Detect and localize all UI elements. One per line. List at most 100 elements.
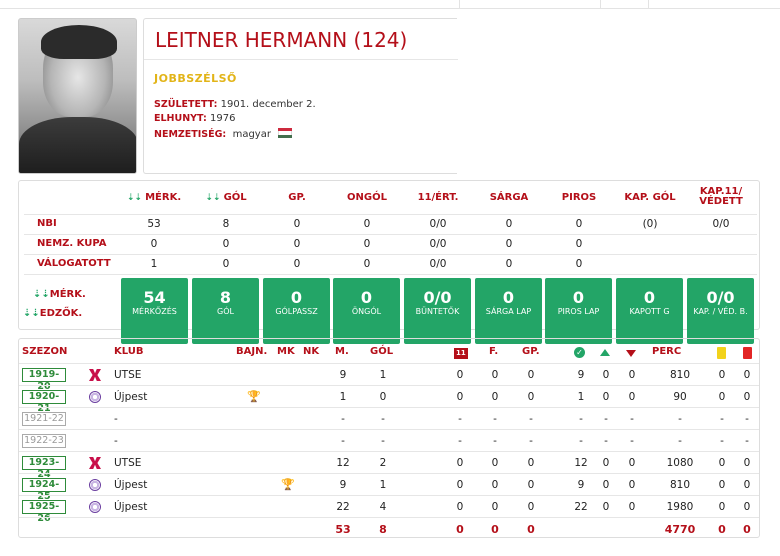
summary-box-6: 0 SÁRGA LAP xyxy=(475,278,542,344)
trophy-icon: 🏆 xyxy=(281,478,295,491)
stat-cell: - xyxy=(630,435,634,447)
header-gol[interactable]: GÓL xyxy=(370,346,394,357)
stats-header-label: KAP. GÓL xyxy=(624,192,676,203)
ujpest-logo-icon xyxy=(89,479,101,491)
season-row[interactable]: 1922-23 - - - - - - - - - - - - xyxy=(19,429,759,451)
stats-row-label: NBI xyxy=(37,218,57,229)
header-club[interactable]: KLUB xyxy=(114,346,144,357)
minutes-cell: 90 xyxy=(673,391,687,403)
stats-cell: (0) xyxy=(642,218,658,230)
stats-cell: 0 xyxy=(222,238,230,250)
stats-header-label: KAP.11/ VÉDETT xyxy=(699,186,743,207)
stats-header-2[interactable]: ⇣⇣ GÓL xyxy=(191,192,261,204)
header-gp[interactable]: GP. xyxy=(522,346,540,357)
stat-cell: 0 xyxy=(628,457,636,469)
goals-cell: 1 xyxy=(379,369,387,381)
club-name[interactable]: UTSE xyxy=(114,369,142,381)
summary-box-label: GÓL xyxy=(217,307,234,316)
total-cards: 0 xyxy=(718,523,726,536)
header-m[interactable]: M. xyxy=(335,346,349,357)
sort-icon[interactable]: ⇣⇣ xyxy=(205,193,224,203)
sort-icon[interactable]: ⇣⇣ xyxy=(33,289,50,300)
season-row[interactable]: 1924-25 Újpest 🏆 9 1 0 0 0 9 0 0 810 0 0 xyxy=(19,473,759,502)
season-table: SZEZON KLUB BAJN. MK NK M. GÓL 11 F. GP. ✓ PERC 1919… xyxy=(18,338,760,538)
stat-cell: 0 xyxy=(628,479,636,491)
summary-box-value: 8 xyxy=(219,288,232,307)
sort-icon[interactable]: ⇣⇣ xyxy=(23,308,40,319)
card-cell: 0 xyxy=(743,479,751,491)
photo-hair xyxy=(41,25,117,59)
club-name[interactable]: - xyxy=(114,413,118,425)
ujpest-logo-icon xyxy=(89,501,101,513)
stats-header-label[interactable]: MÉRK. xyxy=(145,192,182,203)
stat-cell: 0 xyxy=(602,479,610,491)
season-row[interactable]: 1919-20 UTSE 9 1 0 0 0 9 0 0 810 0 0 xyxy=(19,363,759,392)
season-badge[interactable]: 1920-21 xyxy=(22,390,66,414)
sort-icon[interactable]: ⇣⇣ xyxy=(126,193,146,203)
summary-box-label: GÓLPASSZ xyxy=(275,307,318,316)
total-stat: 0 xyxy=(491,523,499,536)
season-badge[interactable]: 1925-26 xyxy=(22,500,66,524)
stats-cell: 0 xyxy=(363,238,371,250)
minutes-cell: 1080 xyxy=(666,457,694,469)
stats-cell: 0 xyxy=(505,218,513,230)
stats-cell: 0/0 xyxy=(429,218,447,230)
matches-cell: - xyxy=(341,435,345,447)
stats-header-label: PIROS xyxy=(561,192,597,203)
sort-by-coaches[interactable]: ⇣⇣EDZŐK. xyxy=(23,308,82,319)
summary-box-label: KAP. / VÉD. B. xyxy=(693,307,748,316)
club-name[interactable]: Újpest xyxy=(114,479,148,491)
header-nk[interactable]: NK xyxy=(303,346,320,357)
total-stat: 0 xyxy=(527,523,535,536)
season-badge[interactable]: 1922-23 xyxy=(22,434,66,448)
sort-by-matches[interactable]: ⇣⇣MÉRK. xyxy=(33,289,86,300)
header-mk[interactable]: MK xyxy=(277,346,295,357)
sub-in-icon xyxy=(600,349,610,356)
stats-cell: 8 xyxy=(222,218,230,230)
nationality-label: NEMZETISÉG: xyxy=(154,129,227,140)
card-cell: 0 xyxy=(718,369,726,381)
summary-box-2: 8 GÓL xyxy=(192,278,259,344)
born-value: 1901. december 2. xyxy=(220,99,316,110)
season-row[interactable]: 1921-22 - - - - - - - - - - - - xyxy=(19,407,759,429)
card-cell: 0 xyxy=(743,457,751,469)
stat-cell: 0 xyxy=(491,457,499,469)
header-perc[interactable]: PERC xyxy=(652,346,682,357)
header-bajn[interactable]: BAJN. xyxy=(236,346,268,357)
stats-cell: 0 xyxy=(363,258,371,270)
stats-header-label[interactable]: GÓL xyxy=(223,192,247,203)
stat-cell: - xyxy=(579,413,583,425)
card-cell: 0 xyxy=(743,501,751,513)
row-divider xyxy=(24,274,757,275)
club-name[interactable]: UTSE xyxy=(114,457,142,469)
row-divider xyxy=(24,254,757,255)
club-name[interactable]: - xyxy=(114,435,118,447)
stats-header-1[interactable]: ⇣⇣ MÉRK. xyxy=(119,192,189,204)
summary-box-7: 0 PIROS LAP xyxy=(545,278,612,344)
sort-coaches-label[interactable]: EDZŐK. xyxy=(39,308,83,319)
career-stats-panel: ⇣⇣ MÉRK. ⇣⇣ GÓL GP. ONGÓL 11/ÉRT. SÁRGA PIROS K… xyxy=(18,180,760,344)
season-row[interactable]: 1923-24 UTSE 12 2 0 0 0 12 0 0 1080 0 0 xyxy=(19,451,759,480)
utse-logo-icon xyxy=(89,369,101,381)
season-badge[interactable]: 1923-24 xyxy=(22,456,66,480)
died-info: ELHUNYT: 1976 xyxy=(154,113,235,124)
stats-cell: 0/0 xyxy=(712,218,730,230)
stats-cell: 53 xyxy=(147,218,161,230)
goals-cell: 4 xyxy=(379,501,387,513)
season-row[interactable]: 1920-21 Újpest 🏆 1 0 0 0 0 1 0 0 90 0 0 xyxy=(19,385,759,414)
stat-cell: - xyxy=(493,435,497,447)
club-name[interactable]: Újpest xyxy=(114,501,148,513)
header-f[interactable]: F. xyxy=(489,346,499,357)
season-badge[interactable]: 1919-20 xyxy=(22,368,66,392)
sort-matches-label[interactable]: MÉRK. xyxy=(49,289,86,300)
stat-cell: 12 xyxy=(574,457,588,469)
died-value: 1976 xyxy=(210,113,236,124)
club-name[interactable]: Újpest xyxy=(114,391,148,403)
season-badge[interactable]: 1924-25 xyxy=(22,478,66,502)
header-season[interactable]: SZEZON xyxy=(22,346,68,357)
season-row[interactable]: 1925-26 Újpest 22 4 0 0 0 22 0 0 1980 0 0 xyxy=(19,495,759,524)
total-matches: 53 xyxy=(335,523,351,536)
season-badge[interactable]: 1921-22 xyxy=(22,412,66,426)
stat-cell: 0 xyxy=(628,369,636,381)
summary-box-value: 0 xyxy=(290,288,303,307)
